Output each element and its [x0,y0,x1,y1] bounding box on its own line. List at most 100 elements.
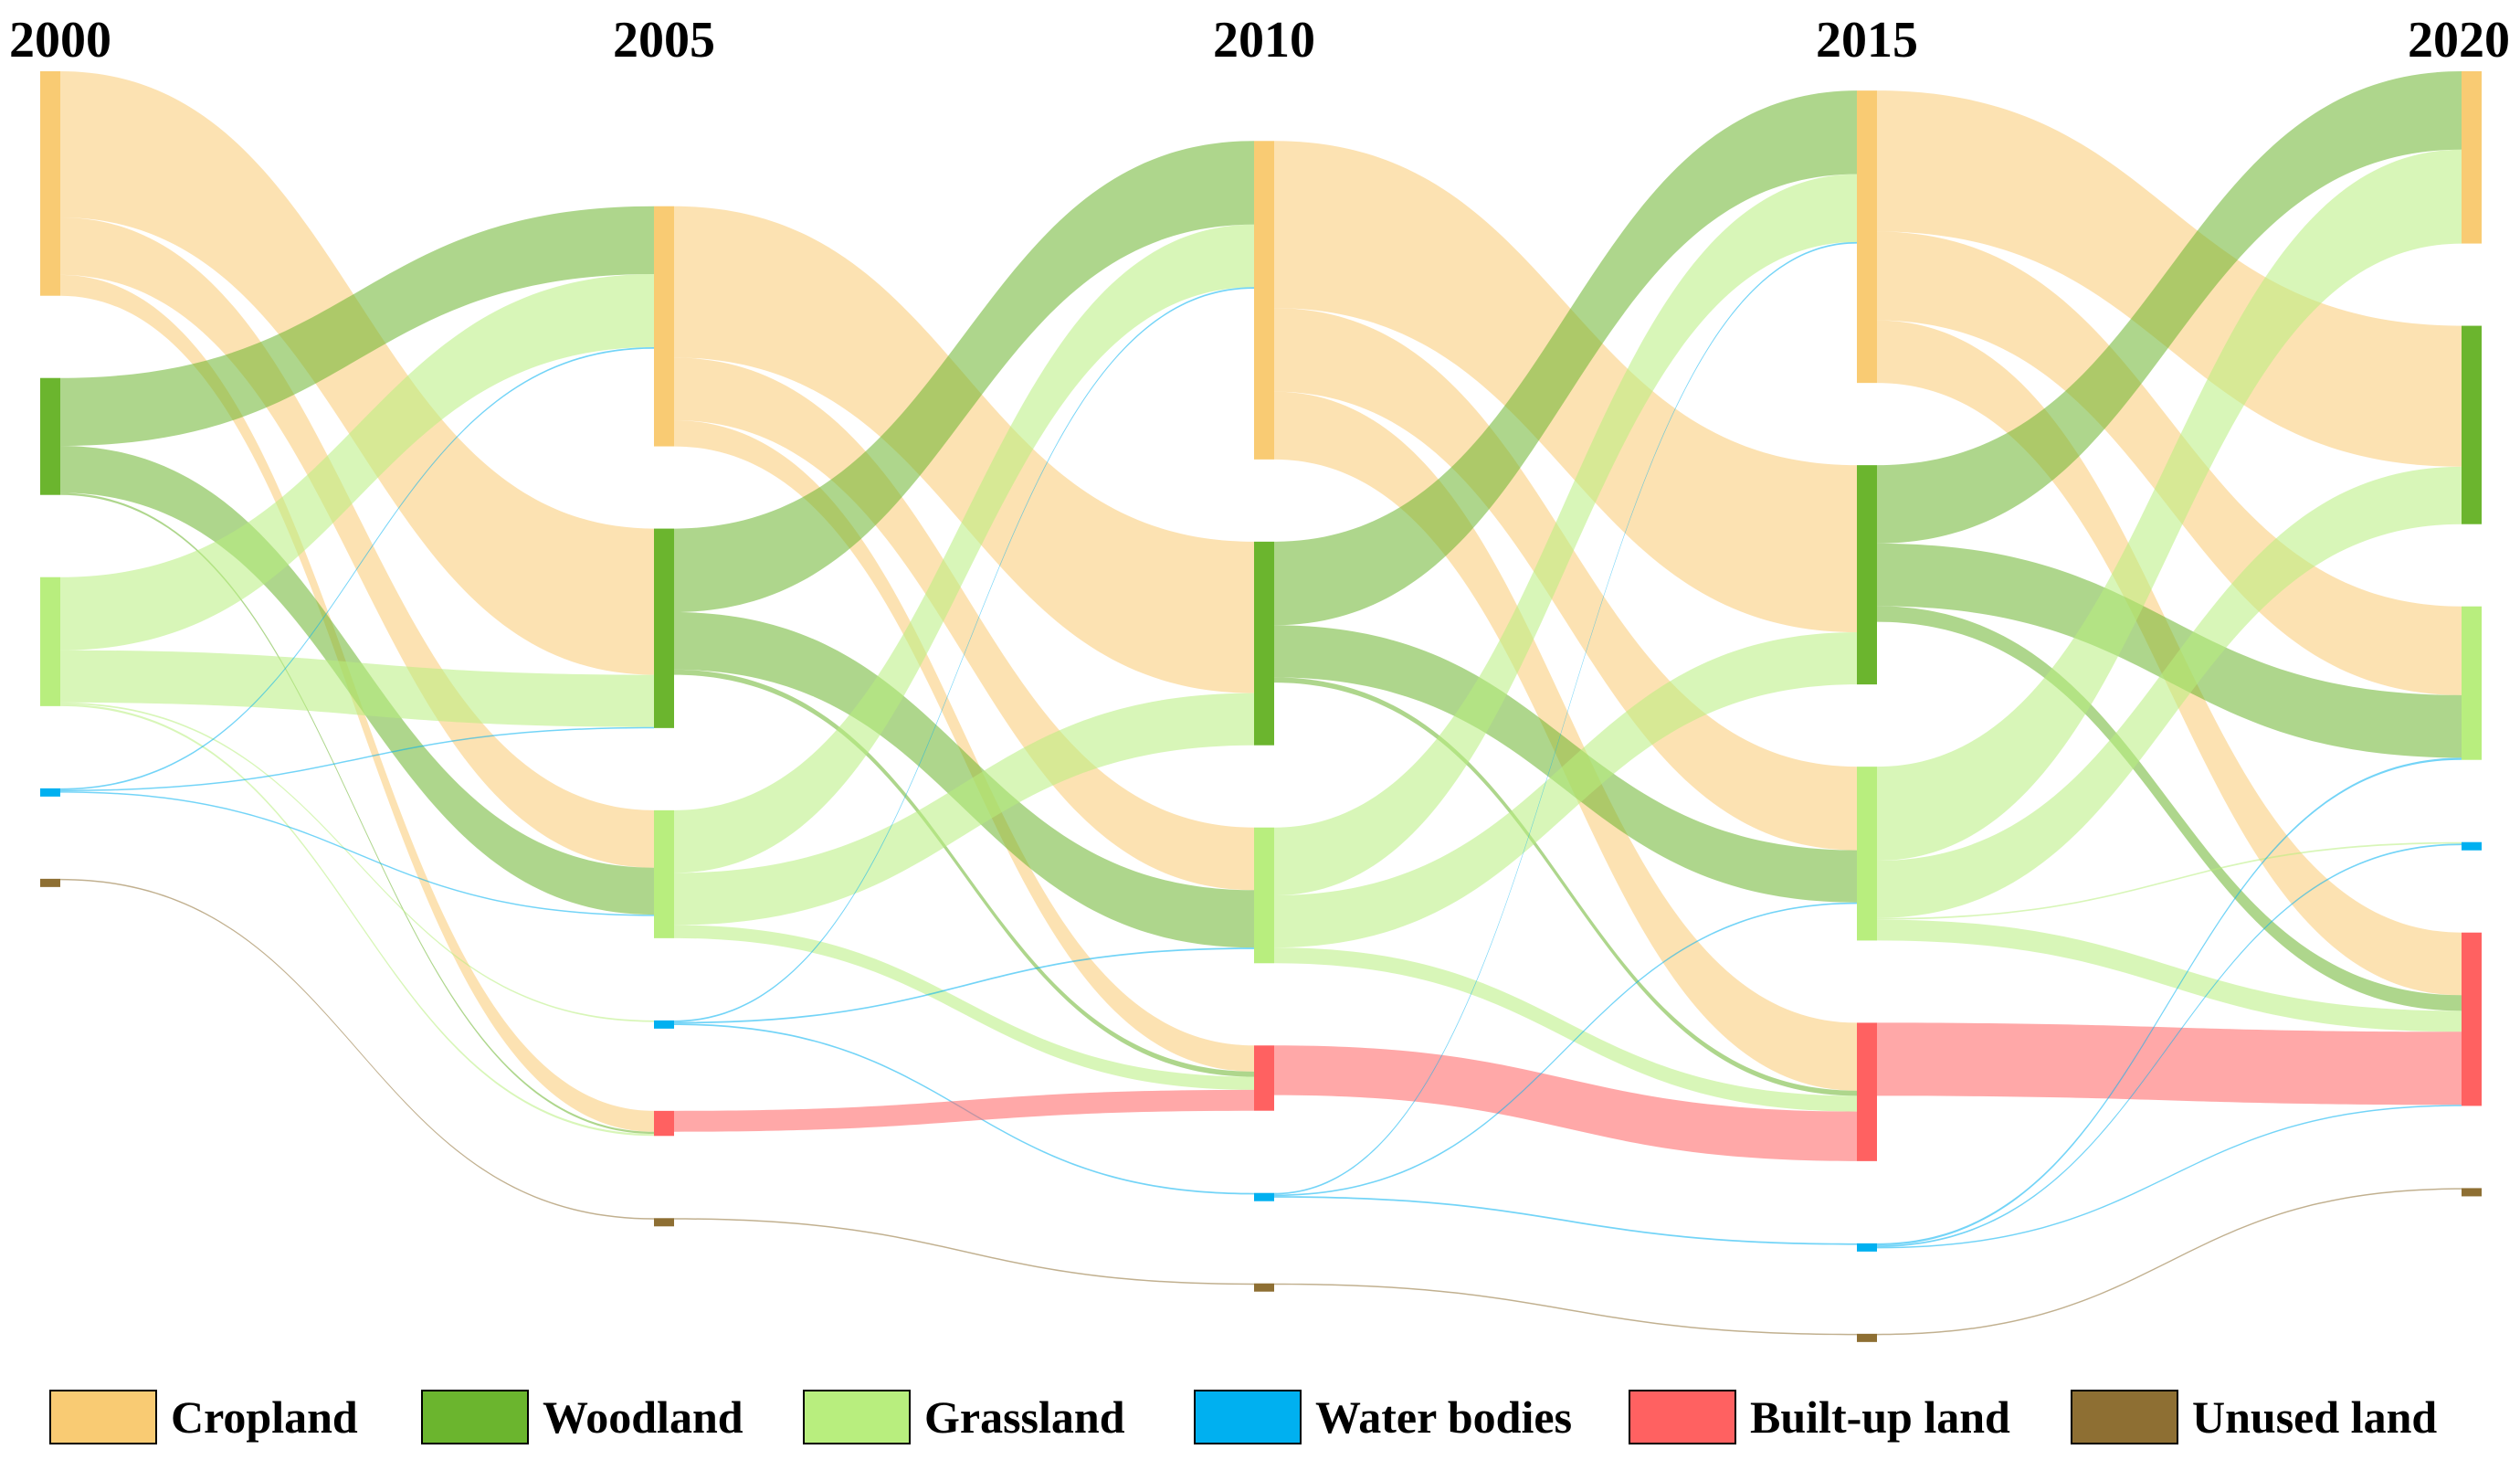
node-2005-builtup [654,1110,674,1137]
flow-2000-unused-to-2005-unused [60,878,654,1220]
node-2015-unused [1857,1333,1877,1342]
flow-2005-woodland-to-2010-grassland [674,612,1254,948]
node-2020-grassland [2462,606,2482,760]
node-2005-cropland [654,206,674,447]
flow-2010-cropland-to-2015-grassland [1274,308,1857,851]
legend-item-woodland: Woodland [421,1390,743,1444]
node-2000-water [40,788,60,797]
legend-label-woodland: Woodland [543,1391,743,1443]
flow-2015-water-to-2020-water [1877,843,2462,1247]
node-2005-water [654,1020,674,1029]
legend-swatch-unused [2071,1390,2178,1444]
node-2005-woodland [654,528,674,728]
node-2020-water [2462,841,2482,851]
flow-2005-woodland-to-2010-cropland [674,141,1254,613]
flow-2010-builtup-to-2015-builtup [1274,1045,1857,1161]
flow-2000-woodland-to-2005-cropland [60,206,654,446]
category-nodes [40,71,2482,1342]
flow-2015-grassland-to-2020-builtup [1877,919,2462,1032]
flow-2005-grassland-to-2010-builtup [674,925,1254,1090]
flow-2000-cropland-to-2005-woodland [60,71,654,675]
legend: Cropland Woodland Grassland Water bodies Bui… [49,1390,2437,1444]
node-2010-unused [1254,1283,1274,1292]
flow-2010-water-to-2015-cropland [1274,241,1857,1195]
year-label-2000: 2000 [9,12,111,69]
node-2015-woodland [1857,465,1877,685]
node-2010-grassland [1254,827,1274,964]
node-2010-water [1254,1192,1274,1201]
year-label-2015: 2015 [1816,12,1918,69]
flow-2015-woodland-to-2020-builtup [1877,606,2462,1011]
flow-2000-grassland-to-2005-woodland [60,650,654,727]
flow-2010-woodland-to-2015-builtup [1274,677,1857,1096]
flow-2005-cropland-to-2010-woodland [674,206,1254,693]
flow-2015-grassland-to-2020-water [1877,841,2462,920]
year-labels: 2000 2005 2010 2015 2020 [9,12,2510,69]
node-2015-builtup [1857,1022,1877,1161]
node-2000-cropland [40,71,60,296]
flow-2000-grassland-to-2005-builtup [60,704,654,1137]
node-2015-grassland [1857,767,1877,941]
legend-item-grassland: Grassland [803,1390,1125,1444]
flow-2000-grassland-to-2005-cropland [60,274,654,651]
year-label-2020: 2020 [2408,12,2510,69]
legend-item-cropland: Cropland [49,1390,358,1444]
legend-swatch-grassland [803,1390,911,1444]
flow-2000-water-to-2005-grassland [60,791,654,916]
node-2020-woodland [2462,325,2482,524]
legend-label-water: Water bodies [1315,1391,1572,1443]
flow-2010-unused-to-2015-unused [1274,1283,1857,1336]
node-2015-water [1857,1243,1877,1252]
flow-2005-woodland-to-2010-builtup [674,669,1254,1077]
flow-2010-grassland-to-2015-woodland [1274,632,1857,948]
legend-swatch-builtup [1629,1390,1736,1444]
node-2020-unused [2462,1188,2482,1197]
flow-2010-water-to-2015-water [1274,1196,1857,1245]
flow-2000-grassland-to-2005-water [60,702,654,1022]
legend-label-grassland: Grassland [924,1391,1125,1443]
legend-swatch-water [1194,1390,1302,1444]
year-label-2010: 2010 [1213,12,1315,69]
flow-2005-water-to-2010-grassland [674,947,1254,1024]
legend-label-unused: Unused land [2192,1391,2437,1443]
legend-label-builtup: Built-up land [1750,1391,2010,1443]
node-2020-cropland [2462,71,2482,244]
flow-2005-unused-to-2010-unused [674,1218,1254,1285]
node-2005-unused [654,1218,674,1227]
node-2015-cropland [1857,90,1877,384]
flow-2015-water-to-2020-builtup [1877,1105,2462,1249]
node-2010-cropland [1254,141,1274,460]
flow-2005-cropland-to-2010-builtup [674,420,1254,1072]
flow-2005-builtup-to-2010-builtup [674,1089,1254,1132]
flow-2000-cropland-to-2005-grassland [60,217,654,868]
flow-2015-grassland-to-2020-cropland [1877,149,2462,861]
legend-item-water: Water bodies [1194,1390,1572,1444]
node-2000-woodland [40,377,60,495]
flow-2015-woodland-to-2020-grassland [1877,543,2462,758]
flow-2000-water-to-2005-cropland [60,347,654,790]
legend-swatch-woodland [421,1390,529,1444]
flow-2010-grassland-to-2015-builtup [1274,947,1857,1112]
flow-2005-water-to-2010-cropland [674,287,1254,1022]
flow-2015-builtup-to-2020-builtup [1877,1022,2462,1106]
flow-2010-woodland-to-2015-cropland [1274,90,1857,626]
flow-2005-cropland-to-2010-grassland [674,357,1254,891]
legend-item-builtup: Built-up land [1629,1390,2010,1444]
flow-2000-woodland-to-2005-builtup [60,492,654,1134]
flow-2015-unused-to-2020-unused [1877,1188,2462,1336]
node-2000-grassland [40,577,60,706]
node-2010-woodland [1254,541,1274,746]
legend-item-unused: Unused land [2071,1390,2437,1444]
node-2010-builtup [1254,1045,1274,1111]
node-2005-grassland [654,809,674,938]
flow-2005-grassland-to-2010-woodland [674,693,1254,926]
flow-2015-water-to-2020-grassland [1877,757,2462,1246]
legend-label-cropland: Cropland [171,1391,358,1443]
flow-2010-grassland-to-2015-cropland [1274,174,1857,896]
flow-2005-grassland-to-2010-cropland [674,224,1254,873]
legend-swatch-cropland [49,1390,157,1444]
year-label-2005: 2005 [613,12,715,69]
flow-2015-woodland-to-2020-cropland [1877,71,2462,544]
flow-links [60,71,2462,1336]
